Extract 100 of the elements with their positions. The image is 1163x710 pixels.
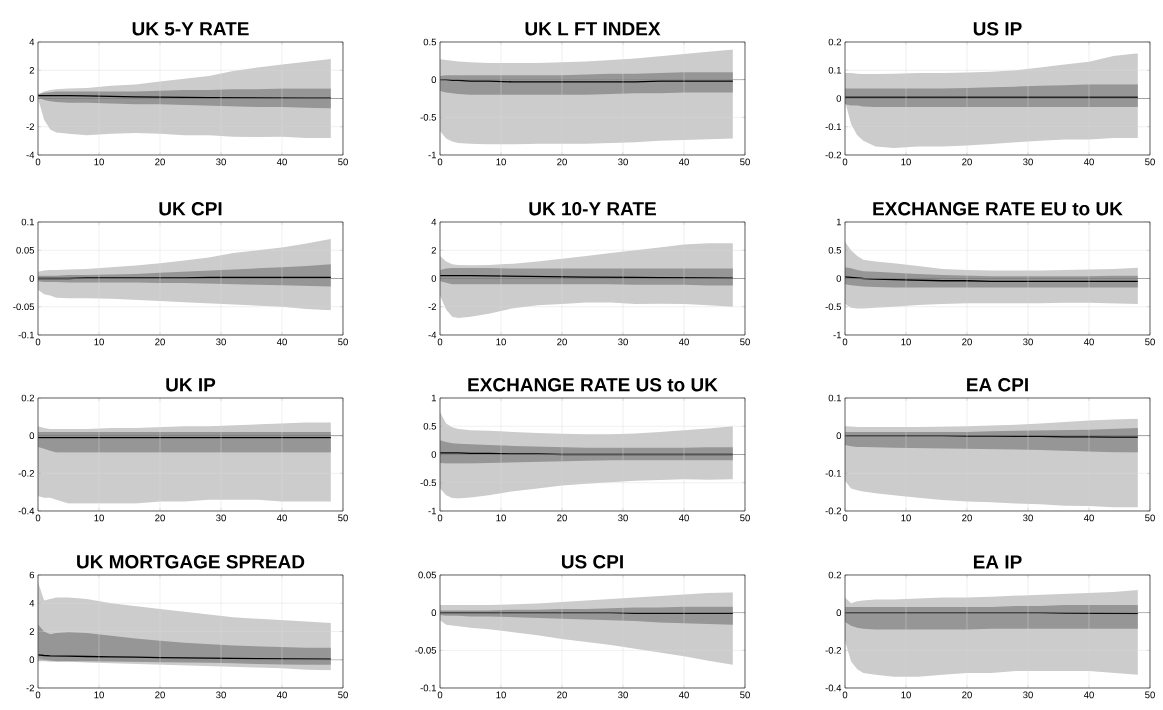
x-tick-label: 30 <box>1023 338 1033 346</box>
y-tick-label: -0.05 <box>415 646 437 654</box>
y-tick-label: -0.5 <box>420 479 437 487</box>
y-tick-label: -1 <box>833 331 841 339</box>
chart-title: UK 10-Y RATE <box>529 202 656 216</box>
x-tick-label: 10 <box>94 338 104 346</box>
x-tick-label: 40 <box>678 514 689 522</box>
y-tick-label: -4 <box>428 331 437 339</box>
chart-title: UK 5-Y RATE <box>132 22 249 36</box>
x-tick-label: 40 <box>1083 691 1094 699</box>
x-tick-label: 10 <box>94 514 104 522</box>
y-tick-label: 0 <box>431 451 437 458</box>
y-tick-label: 0 <box>29 656 35 664</box>
x-tick-label: 20 <box>155 514 165 522</box>
y-tick-label: 2 <box>431 246 437 254</box>
x-tick-label: 30 <box>216 158 226 166</box>
y-tick-label: 0.5 <box>828 246 842 254</box>
x-tick-label: 50 <box>740 514 750 522</box>
x-tick-label: 0 <box>437 158 443 166</box>
x-tick-label: 10 <box>496 158 506 166</box>
y-tick-label: 0.2 <box>828 38 841 46</box>
y-tick-label: 0 <box>431 275 437 282</box>
chart-title: EXCHANGE RATE EU to UK <box>873 202 1123 216</box>
y-tick-label: -0.2 <box>825 151 841 159</box>
y-tick-label: -4 <box>26 151 35 159</box>
x-tick-label: 50 <box>740 158 750 166</box>
x-tick-label: 20 <box>155 691 165 699</box>
x-tick-label: 40 <box>276 158 287 166</box>
x-tick-label: 10 <box>901 158 911 166</box>
x-tick-label: 20 <box>962 691 972 699</box>
x-tick-label: 0 <box>842 691 848 699</box>
x-tick-label: 30 <box>1023 158 1033 166</box>
x-tick-label: 30 <box>216 691 226 699</box>
chart-title: UK L FT INDEX <box>525 22 661 36</box>
x-tick-label: 50 <box>1145 338 1155 346</box>
y-tick-label: 2 <box>29 66 35 74</box>
y-tick-label: -0.4 <box>825 684 842 692</box>
y-tick-label: -0.1 <box>420 684 437 692</box>
x-tick-label: 30 <box>618 158 628 166</box>
x-tick-label: 0 <box>437 691 443 699</box>
y-tick-label: 0 <box>29 95 35 102</box>
x-tick-label: 40 <box>276 514 287 522</box>
y-tick-label: -1 <box>428 507 436 515</box>
x-tick-label: 50 <box>740 338 750 346</box>
y-tick-label: -0.1 <box>18 331 35 339</box>
x-tick-label: 50 <box>338 514 348 522</box>
y-tick-label: 1 <box>431 394 436 402</box>
chart-title: EA IP <box>973 555 1022 569</box>
y-tick-label: -0.2 <box>18 469 35 477</box>
x-tick-label: 50 <box>1145 514 1155 522</box>
x-tick-label: 10 <box>94 158 104 166</box>
x-tick-label: 0 <box>842 158 848 166</box>
chart-title: US CPI <box>561 555 623 569</box>
x-tick-label: 40 <box>1083 158 1094 166</box>
x-tick-label: 20 <box>557 158 567 166</box>
y-tick-label: -2 <box>428 303 437 311</box>
y-tick-label: 0 <box>836 609 842 617</box>
chart-title: EA CPI <box>967 378 1028 392</box>
x-tick-label: 10 <box>901 691 911 699</box>
x-tick-label: 20 <box>557 514 567 522</box>
y-tick-label: -0.5 <box>825 303 842 311</box>
y-tick-label: 0 <box>431 609 437 617</box>
chart-title: UK MORTGAGE SPREAD <box>77 555 305 569</box>
x-tick-label: 0 <box>35 691 41 699</box>
y-tick-label: 0 <box>431 76 437 84</box>
x-tick-label: 50 <box>338 158 348 166</box>
y-tick-label: 0.2 <box>21 394 35 402</box>
x-tick-label: 0 <box>35 158 41 166</box>
x-tick-label: 20 <box>557 338 567 346</box>
y-tick-label: 0.05 <box>418 571 437 579</box>
y-tick-label: 0.5 <box>423 38 437 46</box>
x-tick-label: 10 <box>901 514 911 522</box>
x-tick-label: 30 <box>618 338 628 346</box>
x-tick-label: 10 <box>496 338 506 346</box>
x-tick-label: 50 <box>338 338 348 346</box>
x-tick-label: 40 <box>678 338 689 346</box>
x-tick-label: 50 <box>740 691 750 699</box>
x-tick-label: 20 <box>962 514 972 522</box>
y-tick-label: -2 <box>26 123 35 131</box>
x-tick-label: 10 <box>94 691 104 699</box>
x-tick-label: 20 <box>962 158 972 166</box>
x-tick-label: 50 <box>1145 158 1155 166</box>
x-tick-label: 10 <box>901 338 911 346</box>
y-tick-label: -0.5 <box>420 113 437 121</box>
x-tick-label: 0 <box>842 338 848 346</box>
y-tick-label: -0.2 <box>825 646 841 654</box>
x-tick-label: 20 <box>557 691 567 699</box>
y-tick-label: 0.1 <box>828 66 841 74</box>
x-tick-label: 30 <box>216 338 226 346</box>
y-tick-label: -0.1 <box>825 469 841 477</box>
y-tick-label: 0.2 <box>828 571 841 579</box>
y-tick-label: 2 <box>29 628 35 635</box>
x-tick-label: 0 <box>35 338 41 346</box>
x-tick-label: 40 <box>678 691 689 699</box>
chart-title: US IP <box>973 22 1022 36</box>
chart-title: EXCHANGE RATE US to UK <box>468 378 718 392</box>
y-tick-label: 0.1 <box>21 218 35 226</box>
y-tick-label: 4 <box>29 599 35 607</box>
y-tick-label: -0.4 <box>18 507 35 515</box>
y-tick-label: 1 <box>836 218 841 226</box>
